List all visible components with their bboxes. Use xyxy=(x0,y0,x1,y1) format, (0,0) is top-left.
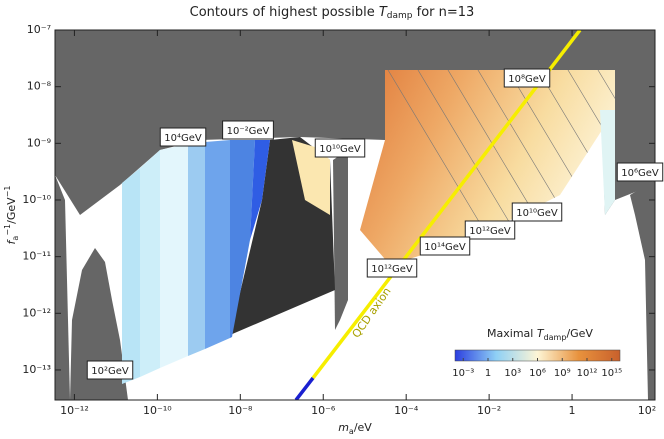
annotation: 10⁶GeV xyxy=(616,162,664,182)
x-tick-label: 10⁻¹⁰ xyxy=(143,404,172,417)
y-tick-label: 10⁻¹¹ xyxy=(22,250,51,263)
x-tick-label: 10² xyxy=(638,404,656,417)
annotation-box xyxy=(464,220,516,240)
annotation: 10¹⁴GeV xyxy=(419,236,471,256)
band xyxy=(205,140,230,349)
annotation-text: 10⁴GeV xyxy=(164,133,202,144)
excluded-region xyxy=(630,180,655,400)
y-tick-label: 10⁻¹³ xyxy=(22,363,51,376)
annotation-text: 10⁶GeV xyxy=(621,168,659,179)
chart-title: Contours of highest possible Tdamp for n… xyxy=(190,5,475,21)
y-tick-label: 10⁻⁸ xyxy=(27,80,52,93)
colorbar-tick-label: 10⁶ xyxy=(529,368,546,379)
annotation-box xyxy=(222,120,274,140)
excluded-region xyxy=(55,175,70,400)
excluded-region xyxy=(333,150,348,330)
annotation: 10¹⁰GeV xyxy=(314,138,366,158)
label-part: /GeV xyxy=(5,197,18,224)
annotation: 10¹²GeV xyxy=(464,220,516,240)
annotation-box xyxy=(503,68,551,88)
qcd-axion-line xyxy=(294,376,315,400)
title-part: Contours of highest possible xyxy=(190,5,379,20)
x-tick-label: 1 xyxy=(569,404,576,417)
band xyxy=(160,144,188,368)
annotation-text: 10¹⁰GeV xyxy=(319,144,361,155)
annotation-box xyxy=(419,236,471,256)
colorbar-tick-label: 10³ xyxy=(504,368,521,379)
label-part: damp xyxy=(544,333,567,342)
annotation: 10⁴GeV xyxy=(159,127,207,147)
x-tick-label: 10⁻² xyxy=(477,404,501,417)
label-part: /eV xyxy=(354,421,372,434)
annotation-box xyxy=(366,258,418,278)
label-part: −1 xyxy=(3,186,12,198)
regions xyxy=(55,30,655,400)
y-tick-label: 10⁻⁷ xyxy=(27,23,51,36)
label-part: a xyxy=(349,427,354,436)
band xyxy=(122,168,140,384)
y-tick-label: 10⁻¹⁰ xyxy=(22,193,51,206)
annotation: 10¹²GeV xyxy=(366,258,418,278)
qcd-axion-line xyxy=(311,30,582,380)
annotation-box xyxy=(159,127,207,147)
colorbar-tick-label: 10⁻³ xyxy=(452,368,474,379)
label-part: f xyxy=(5,238,18,244)
annotation: 10²GeV xyxy=(86,360,134,380)
annotation-text: 10¹⁰GeV xyxy=(516,208,558,219)
band xyxy=(188,142,205,356)
band xyxy=(292,140,330,215)
annotation: 10⁸GeV xyxy=(503,68,551,88)
label-part: m xyxy=(338,421,349,434)
label-part: −1 xyxy=(3,224,12,236)
band xyxy=(140,150,160,377)
colorbar-tick-label: 10⁹ xyxy=(554,368,571,379)
colorbar-tick-label: 10¹⁵ xyxy=(601,368,622,379)
y-axis-label: fa−1/GeV−1 xyxy=(3,186,20,245)
annotation: 10¹⁰GeV xyxy=(511,202,563,222)
x-axis-label: ma/eV xyxy=(338,421,372,436)
annotation-box xyxy=(314,138,366,158)
y-tick-label: 10⁻⁹ xyxy=(27,136,51,149)
x-tick-label: 10⁻⁴ xyxy=(394,404,419,417)
annotation-text: 10¹²GeV xyxy=(469,226,511,237)
excluded-region xyxy=(55,30,655,215)
plot-frame xyxy=(54,29,656,401)
x-tick-label: 10⁻⁸ xyxy=(228,404,253,417)
annotation: 10⁻²GeV xyxy=(222,120,274,140)
label-part: a xyxy=(11,236,20,241)
band xyxy=(250,140,270,240)
label-part: /GeV xyxy=(566,327,593,340)
colorbar-tick-label: 10¹² xyxy=(577,368,598,379)
annotation-box xyxy=(511,202,563,222)
colorbar-title: Maximal Tdamp/GeV xyxy=(487,327,593,342)
colorbar-tick-label: 1 xyxy=(485,368,491,379)
label-part: Maximal xyxy=(487,327,537,340)
annotation-text: 10²GeV xyxy=(91,366,129,377)
annotation-box xyxy=(86,360,134,380)
title-part: T xyxy=(379,5,388,20)
band xyxy=(600,110,615,215)
band xyxy=(230,140,255,338)
annotation-text: 10⁸GeV xyxy=(508,74,546,85)
annotation-text: 10¹⁴GeV xyxy=(424,242,466,253)
label-part: T xyxy=(537,327,545,340)
annotation-box xyxy=(616,162,664,182)
x-tick-label: 10⁻¹² xyxy=(60,404,89,417)
contour-region xyxy=(360,70,615,265)
title-part: for n=13 xyxy=(413,5,475,20)
title-part: damp xyxy=(387,11,413,21)
y-tick-label: 10⁻¹² xyxy=(22,306,51,319)
x-tick-label: 10⁻⁶ xyxy=(311,404,336,417)
annotation-text: 10⁻²GeV xyxy=(227,126,270,137)
annotation-text: 10¹²GeV xyxy=(371,264,413,275)
